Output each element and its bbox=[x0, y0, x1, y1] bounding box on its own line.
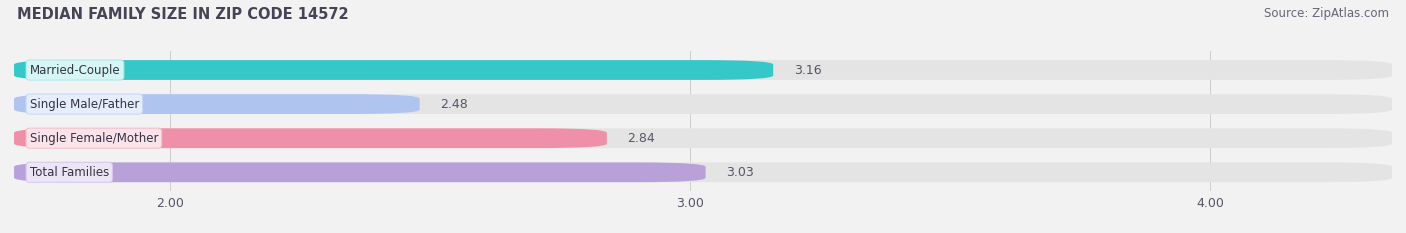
Text: Source: ZipAtlas.com: Source: ZipAtlas.com bbox=[1264, 7, 1389, 20]
FancyBboxPatch shape bbox=[14, 162, 706, 182]
Text: MEDIAN FAMILY SIZE IN ZIP CODE 14572: MEDIAN FAMILY SIZE IN ZIP CODE 14572 bbox=[17, 7, 349, 22]
FancyBboxPatch shape bbox=[14, 94, 419, 114]
Text: 2.48: 2.48 bbox=[440, 98, 468, 111]
Text: Single Male/Father: Single Male/Father bbox=[30, 98, 139, 111]
Text: Single Female/Mother: Single Female/Mother bbox=[30, 132, 157, 145]
Text: 2.84: 2.84 bbox=[627, 132, 655, 145]
FancyBboxPatch shape bbox=[14, 128, 1392, 148]
Text: 3.03: 3.03 bbox=[727, 166, 754, 179]
FancyBboxPatch shape bbox=[14, 60, 773, 80]
Text: 3.16: 3.16 bbox=[794, 64, 821, 76]
FancyBboxPatch shape bbox=[14, 94, 1392, 114]
FancyBboxPatch shape bbox=[14, 60, 1392, 80]
FancyBboxPatch shape bbox=[14, 128, 607, 148]
FancyBboxPatch shape bbox=[14, 162, 1392, 182]
Text: Married-Couple: Married-Couple bbox=[30, 64, 121, 76]
Text: Total Families: Total Families bbox=[30, 166, 108, 179]
